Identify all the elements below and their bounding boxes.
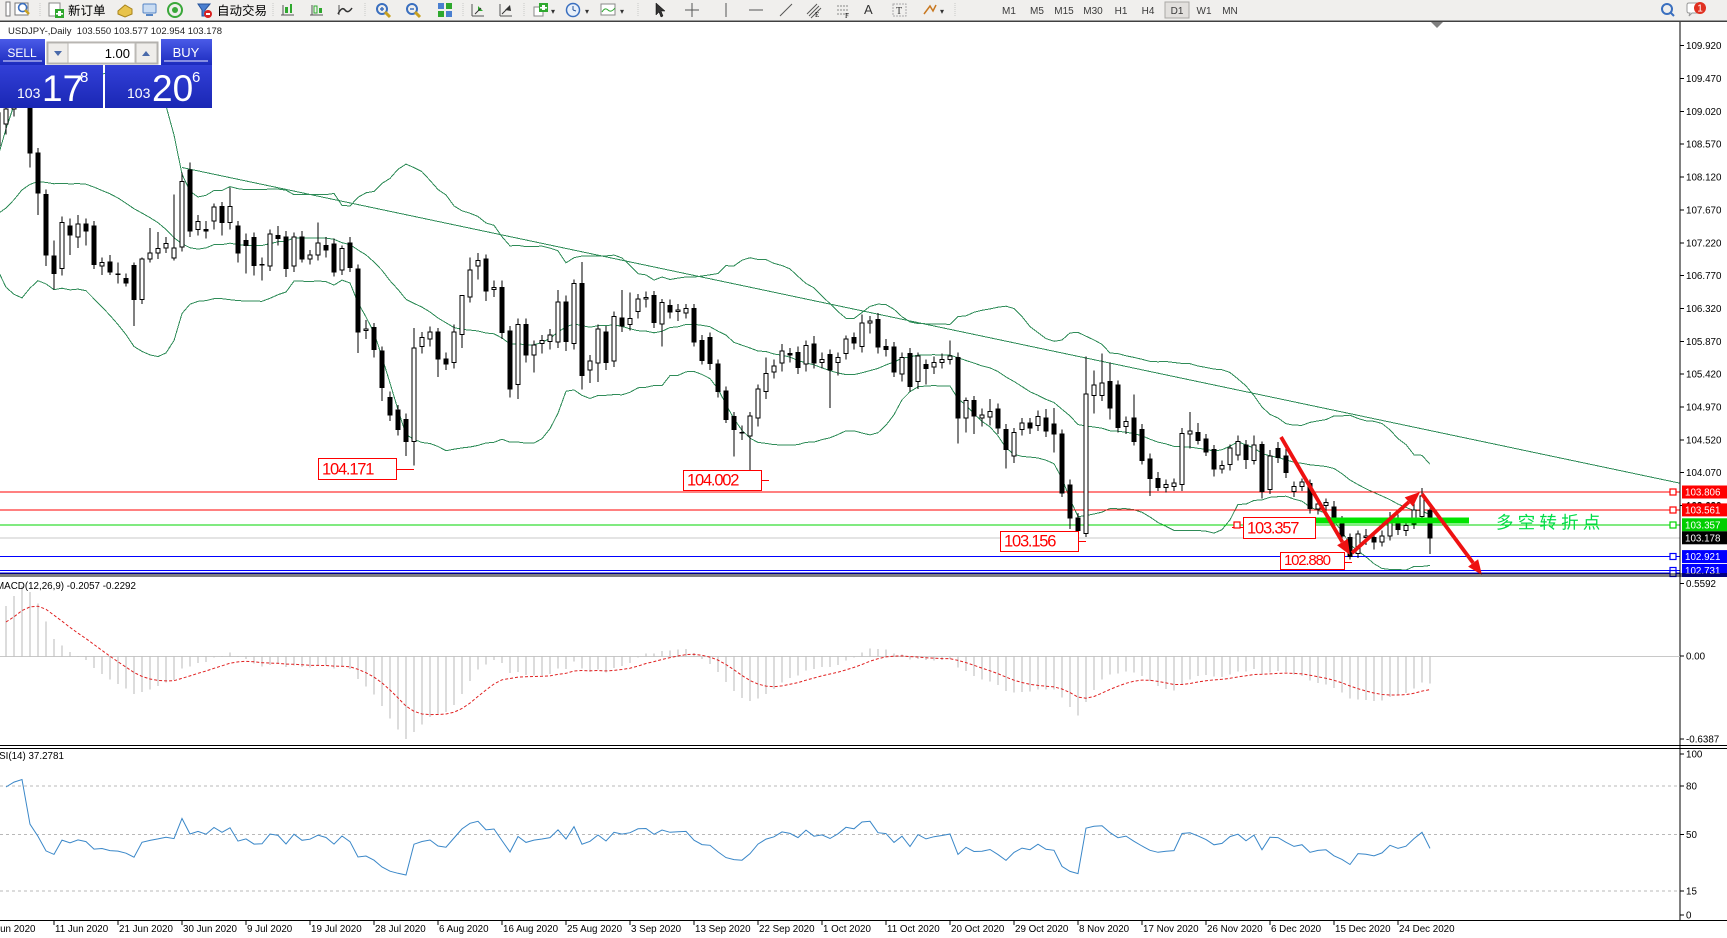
svg-text:22 Sep 2020: 22 Sep 2020: [759, 924, 815, 935]
svg-text:107.220: 107.220: [1686, 238, 1722, 249]
svg-text:19 Jul 2020: 19 Jul 2020: [311, 924, 362, 935]
svg-text:0.00: 0.00: [1686, 652, 1706, 663]
svg-text:11 Jun 2020: 11 Jun 2020: [55, 924, 109, 935]
svg-text:104.520: 104.520: [1686, 435, 1722, 446]
svg-text:20: 20: [152, 68, 193, 109]
svg-text:104.970: 104.970: [1686, 403, 1722, 414]
svg-text:▾: ▾: [551, 7, 555, 16]
svg-text:102.880: 102.880: [1284, 552, 1331, 569]
svg-text:6 Aug 2020: 6 Aug 2020: [439, 924, 489, 935]
svg-text:104.070: 104.070: [1686, 468, 1722, 479]
svg-text:105.420: 105.420: [1686, 370, 1722, 381]
svg-text:107.670: 107.670: [1686, 205, 1722, 216]
svg-text:29 Oct 2020: 29 Oct 2020: [1015, 924, 1069, 935]
svg-text:102.921: 102.921: [1685, 552, 1720, 563]
svg-text:103: 103: [17, 85, 41, 101]
svg-text:104.171: 104.171: [322, 461, 374, 479]
svg-text:0: 0: [1686, 911, 1692, 922]
svg-text:BUY: BUY: [173, 45, 200, 60]
svg-text:M1: M1: [1002, 6, 1016, 17]
svg-text:0.5592: 0.5592: [1686, 579, 1716, 590]
svg-text:103.178: 103.178: [1685, 533, 1721, 544]
svg-text:28 Jul 2020: 28 Jul 2020: [375, 924, 426, 935]
svg-text:17 Nov 2020: 17 Nov 2020: [1143, 924, 1199, 935]
svg-text:A: A: [864, 2, 873, 17]
svg-text:H4: H4: [1142, 6, 1155, 17]
svg-text:21 Jun 2020: 21 Jun 2020: [119, 924, 173, 935]
svg-text:W1: W1: [1197, 6, 1212, 17]
svg-text:24 Dec 2020: 24 Dec 2020: [1399, 924, 1455, 935]
svg-text:26 Nov 2020: 26 Nov 2020: [1207, 924, 1263, 935]
svg-text:15: 15: [1686, 886, 1697, 897]
svg-text:109.470: 109.470: [1686, 74, 1722, 85]
svg-text:17: 17: [42, 68, 83, 109]
svg-text:103.806: 103.806: [1685, 488, 1721, 499]
svg-text:50: 50: [1686, 830, 1697, 841]
svg-text:6 Dec 2020: 6 Dec 2020: [1271, 924, 1322, 935]
svg-text:E: E: [815, 11, 819, 19]
svg-text:▾: ▾: [620, 7, 624, 16]
svg-text:M30: M30: [1083, 6, 1103, 17]
svg-text:USDJPY-,Daily 103.550 103.577: USDJPY-,Daily 103.550 103.577 102.954 10…: [8, 26, 222, 37]
svg-text:H1: H1: [1115, 6, 1128, 17]
svg-text:108.120: 108.120: [1686, 173, 1722, 184]
svg-text:▾: ▾: [940, 7, 944, 16]
svg-text:1 Jun 2020: 1 Jun 2020: [0, 924, 36, 935]
svg-text:13 Sep 2020: 13 Sep 2020: [695, 924, 751, 935]
svg-text:M15: M15: [1054, 6, 1074, 17]
svg-text:104.002: 104.002: [687, 472, 739, 490]
svg-text:1: 1: [1697, 4, 1703, 15]
svg-text:105.870: 105.870: [1686, 337, 1722, 348]
svg-text:102.731: 102.731: [1685, 566, 1720, 577]
svg-text:109.020: 109.020: [1686, 107, 1722, 118]
svg-text:SELL: SELL: [7, 46, 37, 60]
svg-text:MN: MN: [1222, 6, 1238, 17]
svg-text:MACD(12,26,9) -0.2057 -0.2292: MACD(12,26,9) -0.2057 -0.2292: [0, 581, 136, 592]
svg-text:100: 100: [1686, 750, 1703, 761]
svg-text:6: 6: [192, 69, 200, 86]
svg-text:103.156: 103.156: [1004, 533, 1056, 551]
svg-text:109.920: 109.920: [1686, 41, 1722, 52]
svg-text:▾: ▾: [585, 7, 589, 16]
svg-text:103.561: 103.561: [1685, 505, 1720, 516]
svg-text:15 Dec 2020: 15 Dec 2020: [1335, 924, 1391, 935]
svg-text:80: 80: [1686, 782, 1697, 793]
svg-text:20 Oct 2020: 20 Oct 2020: [951, 924, 1005, 935]
svg-text:1 Oct 2020: 1 Oct 2020: [823, 924, 871, 935]
svg-text:103.357: 103.357: [1247, 520, 1299, 538]
svg-text:8: 8: [80, 69, 88, 86]
svg-text:30 Jun 2020: 30 Jun 2020: [183, 924, 237, 935]
svg-text:T: T: [896, 6, 902, 17]
svg-text:M5: M5: [1030, 6, 1044, 17]
svg-text:106.320: 106.320: [1686, 304, 1722, 315]
svg-text:103: 103: [127, 85, 151, 101]
svg-text:F: F: [845, 12, 849, 20]
svg-text:106.770: 106.770: [1686, 271, 1722, 282]
svg-text:8 Nov 2020: 8 Nov 2020: [1079, 924, 1130, 935]
svg-text:3 Sep 2020: 3 Sep 2020: [631, 924, 682, 935]
svg-text:RSI(14) 37.2781: RSI(14) 37.2781: [0, 751, 64, 762]
svg-text:11 Oct 2020: 11 Oct 2020: [887, 924, 940, 935]
svg-text:25 Aug 2020: 25 Aug 2020: [567, 924, 623, 935]
svg-text:108.570: 108.570: [1686, 140, 1722, 151]
svg-text:D1: D1: [1171, 6, 1184, 17]
svg-text:1.00: 1.00: [105, 46, 130, 61]
svg-text:103.357: 103.357: [1685, 520, 1720, 531]
svg-text:16 Aug 2020: 16 Aug 2020: [503, 924, 559, 935]
svg-text:-0.6387: -0.6387: [1686, 735, 1719, 746]
svg-text:9 Jul 2020: 9 Jul 2020: [247, 924, 293, 935]
